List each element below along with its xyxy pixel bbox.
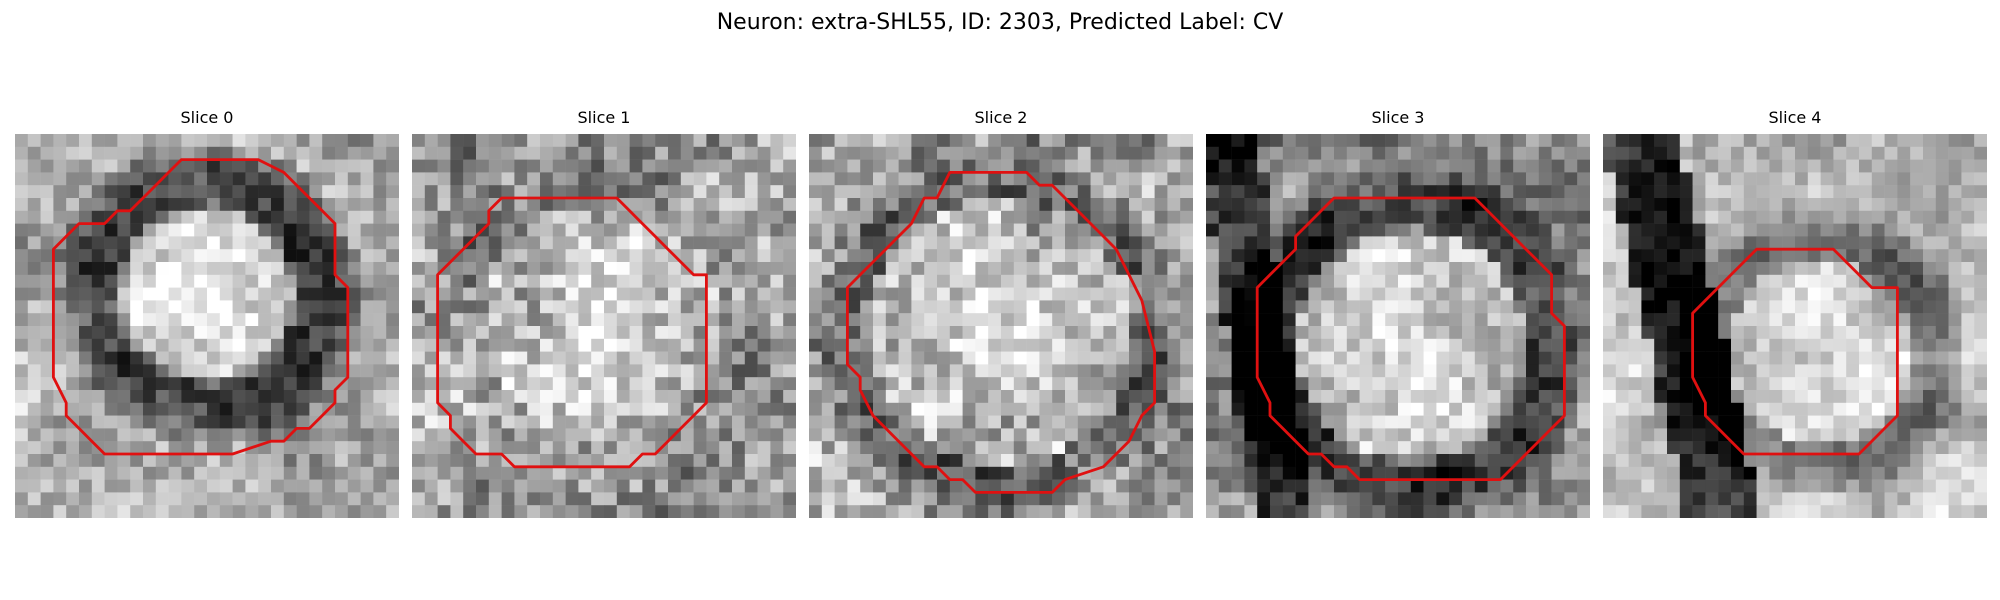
- slice-title-3: Slice 3: [1371, 108, 1425, 127]
- segmentation-contour: [1255, 196, 1566, 482]
- figure-title: Neuron: extra-SHL55, ID: 2303, Predicted…: [716, 10, 1284, 35]
- slice-image-2: [809, 134, 1193, 518]
- slice-title-0: Slice 0: [180, 108, 234, 127]
- slice-panel-4: Slice 4: [1603, 108, 1987, 518]
- slice-image-4: [1603, 134, 1987, 518]
- slice-panel-0: Slice 0: [15, 108, 399, 518]
- segmentation-contour: [1691, 247, 1899, 456]
- slice-title-4: Slice 4: [1768, 108, 1822, 127]
- slice-title-2: Slice 2: [974, 108, 1028, 127]
- slice-panel-2: Slice 2: [809, 108, 1193, 518]
- segmentation-contour: [51, 158, 350, 456]
- slice-image-3: [1206, 134, 1590, 518]
- segmentation-contour: [436, 196, 708, 469]
- slice-image-0: [15, 134, 399, 518]
- slice-image-1: [412, 134, 796, 518]
- slice-panel-1: Slice 1: [412, 108, 796, 518]
- slice-panel-3: Slice 3: [1206, 108, 1590, 518]
- segmentation-contour: [845, 170, 1157, 494]
- slice-title-1: Slice 1: [577, 108, 631, 127]
